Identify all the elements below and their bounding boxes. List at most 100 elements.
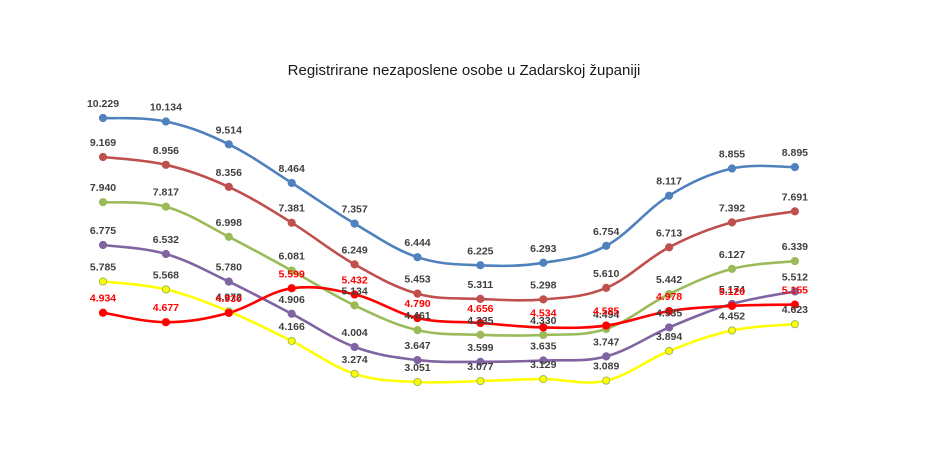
series-6-data-label-10: 4.978 [656, 291, 682, 303]
series-2-data-label-6: 5.453 [404, 274, 430, 286]
series-4-point-1 [98, 240, 108, 250]
series-4-point-7 [476, 357, 485, 366]
series-2-point-1 [98, 152, 108, 162]
series-1-point-1 [98, 113, 108, 123]
series-2-point-3 [224, 182, 233, 191]
series-4-data-label-7: 3.599 [467, 342, 493, 354]
series-4-point-4 [287, 309, 296, 318]
series-5-data-label-10: 3.894 [656, 331, 682, 343]
series-6-point-5 [350, 290, 359, 299]
series-4-point-3 [224, 277, 233, 286]
series-2-data-label-10: 6.713 [656, 227, 682, 239]
series-1-point-6 [413, 253, 422, 262]
series-5-point-5 [350, 369, 359, 378]
series-3-data-label-1: 7.940 [90, 182, 116, 194]
series-2-point-9 [602, 283, 611, 292]
series-3-data-label-7: 4.335 [467, 315, 493, 327]
series-3-line [101, 200, 797, 337]
series-3-data-label-12: 6.339 [782, 241, 808, 253]
series-2-point-6 [413, 289, 422, 298]
series-5-point-12 [790, 320, 800, 329]
series-2-data-label-11: 7.392 [719, 202, 745, 214]
series-5-line [101, 280, 797, 384]
series-1-point-12 [790, 162, 800, 172]
series-1-data-label-8: 6.293 [530, 243, 556, 255]
series-4-data-label-8: 3.635 [530, 341, 556, 353]
series-2-point-11 [727, 218, 737, 227]
series-6-point-1 [98, 308, 108, 317]
series-4-data-label-2: 6.532 [153, 234, 179, 246]
series-5-data-label-2: 5.568 [153, 269, 179, 281]
series-2-data-label-5: 6.249 [341, 244, 367, 256]
series-4-line [101, 243, 797, 364]
series-6-data-label-3: 4.930 [216, 293, 242, 305]
series-4-data-label-3: 5.780 [216, 262, 242, 274]
series-5-point-10 [665, 346, 674, 356]
series-4-data-label-12: 5.512 [782, 271, 808, 283]
series-3-data-label-3: 6.998 [216, 217, 242, 229]
series-3-data-label-10: 5.442 [656, 274, 682, 286]
series-4-data-label-5: 4.004 [341, 327, 367, 339]
series-5-data-label-11: 4.452 [719, 310, 745, 322]
series-3-data-label-11: 6.127 [719, 249, 745, 261]
series-3-data-label-2: 7.817 [153, 187, 179, 199]
series-6-point-7 [476, 318, 485, 328]
series-3-point-10 [665, 289, 674, 299]
series-1-point-10 [665, 191, 674, 200]
series-3-point-6 [413, 326, 422, 335]
series-4-data-label-10: 4.535 [656, 307, 682, 319]
series-6-point-2 [161, 318, 170, 327]
series-2-line [101, 155, 797, 302]
series-3-data-label-5: 5.134 [341, 285, 367, 297]
series-5-data-label-6: 3.051 [404, 362, 430, 374]
series-2-point-5 [350, 260, 359, 269]
series-6-data-label-1: 4.934 [90, 293, 116, 305]
series-6-data-label-5: 5.432 [341, 274, 367, 286]
series-1-point-5 [350, 219, 359, 228]
series-5-point-2 [161, 285, 170, 294]
series-3-point-11 [727, 264, 737, 273]
series-1-point-11 [727, 164, 737, 173]
series-1-data-label-12: 8.895 [782, 147, 808, 159]
series-2-point-2 [161, 160, 170, 169]
series-3-data-label-6: 4.461 [404, 310, 430, 322]
series-1-point-4 [287, 178, 296, 188]
series-2-point-10 [665, 243, 674, 252]
series-5-data-label-3: 4.972 [216, 291, 242, 303]
series-6-point-11 [727, 301, 737, 311]
series-2-data-label-12: 7.691 [782, 191, 808, 203]
series-5-point-9 [602, 376, 611, 385]
series-4-data-label-11: 5.174 [719, 284, 745, 296]
series-3-point-7 [476, 330, 485, 339]
series-3-point-12 [790, 256, 800, 266]
series-6-point-9 [602, 321, 611, 330]
series-6-point-8 [539, 323, 548, 332]
series-6-data-label-7: 4.656 [467, 303, 493, 315]
series-2-point-7 [476, 294, 485, 303]
series-5-data-label-7: 3.077 [467, 361, 493, 373]
series-1-point-3 [224, 140, 233, 149]
series-2-point-4 [287, 218, 296, 227]
series-6-point-10 [665, 307, 674, 316]
series-1-data-label-7: 6.225 [467, 245, 493, 257]
series-4-data-label-4: 4.906 [279, 294, 305, 306]
chart-title: Registrirane nezaposlene osobe u Zadarsk… [287, 62, 641, 79]
series-5-point-6 [413, 377, 422, 387]
series-5-data-label-4: 4.166 [279, 321, 305, 333]
series-1-data-label-5: 7.357 [341, 204, 367, 216]
series-6-data-label-2: 4.677 [153, 302, 179, 314]
series-6-data-label-8: 4.534 [530, 307, 556, 319]
series-2-data-label-7: 5.311 [468, 279, 494, 291]
series-3-point-1 [98, 198, 108, 207]
series-4-data-label-6: 3.647 [404, 340, 430, 352]
series-3-point-5 [350, 301, 359, 310]
series-5-point-1 [98, 277, 108, 286]
series-3-point-3 [224, 232, 233, 241]
series-1-data-label-3: 9.514 [216, 124, 242, 136]
series-4-point-8 [539, 356, 548, 365]
series-6-point-6 [413, 313, 422, 323]
series-3-data-label-9: 4.494 [593, 309, 619, 321]
series-4-point-12 [790, 287, 800, 296]
series-5-point-8 [539, 375, 548, 384]
